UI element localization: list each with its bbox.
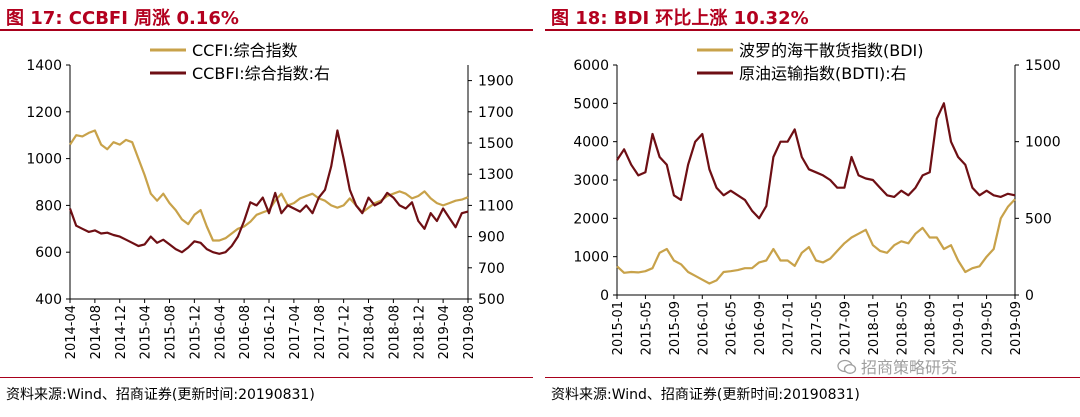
series-line-maroon bbox=[616, 102, 1016, 220]
x-tick-label: 2019-05 bbox=[981, 301, 996, 355]
panel-ccbfi: 图 17: CCBFI 周涨 0.16% 400 600 800 1000 1200 14… bbox=[0, 0, 533, 417]
y-tick-label-right: 1700 bbox=[478, 105, 514, 121]
y-tick-label-right: 500 bbox=[478, 292, 505, 308]
y-tick-label-left: 6000 bbox=[573, 58, 609, 74]
x-tick-label: 2014-12 bbox=[114, 305, 129, 359]
y-tick-label-left: 1000 bbox=[573, 250, 609, 266]
x-tick-label: 2019-04 bbox=[437, 305, 452, 359]
source-note: 资料来源:Wind、招商证券(更新时间:20190831) bbox=[6, 387, 315, 403]
y-tick-label-left: 600 bbox=[35, 245, 62, 261]
x-tick-label: 2019-09 bbox=[1009, 301, 1024, 355]
y-tick-label-left: 3000 bbox=[573, 173, 609, 189]
x-tick-label: 2014-08 bbox=[89, 305, 104, 359]
x-tick-label: 2015-12 bbox=[188, 305, 203, 359]
source-note: 资料来源:Wind、招商证券(更新时间:20190831) bbox=[551, 387, 860, 403]
source-rule bbox=[545, 377, 1080, 378]
y-tick-label-left: 1200 bbox=[26, 105, 62, 121]
y-tick-label-right: 1300 bbox=[478, 167, 514, 183]
bdi-chart: 0 1000 2000 3000 4000 5000 6000 0 500 1000 1500 201… bbox=[573, 41, 1061, 355]
x-tick-label: 2017-04 bbox=[288, 305, 303, 359]
x-tick-label: 2017-12 bbox=[338, 305, 353, 359]
x-tick-label: 2016-01 bbox=[696, 301, 711, 355]
x-tick-label: 2014-04 bbox=[64, 305, 79, 359]
legend-label: 波罗的海干散货指数(BDI) bbox=[739, 41, 924, 60]
chart-title-ccbfi: 图 17: CCBFI 周涨 0.16% bbox=[6, 8, 239, 29]
watermark: 招商策略研究 bbox=[837, 354, 957, 378]
x-tick-label: 2015-08 bbox=[164, 305, 179, 359]
x-tick-label: 2017-05 bbox=[810, 301, 825, 355]
x-tick-label: 2017-09 bbox=[838, 301, 853, 355]
y-tick-label-left: 5000 bbox=[573, 96, 609, 112]
x-tick-label: 2017-01 bbox=[782, 301, 797, 355]
y-tick-label-left: 800 bbox=[35, 198, 62, 214]
y-tick-label-left: 2000 bbox=[573, 211, 609, 227]
x-tick-label: 2018-12 bbox=[412, 305, 427, 359]
series-line-maroon bbox=[68, 129, 469, 255]
y-tick-label-left: 4000 bbox=[573, 135, 609, 151]
x-tick-label: 2018-05 bbox=[895, 301, 910, 355]
x-tick-label: 2015-01 bbox=[611, 301, 626, 355]
ccbfi-chart: 400 600 800 1000 1200 1400 500 700 900 1100 1300 15… bbox=[26, 41, 514, 359]
legend-label: CCBFI:综合指数:右 bbox=[192, 64, 330, 83]
y-tick-label-right: 1900 bbox=[478, 74, 514, 90]
y-tick-label-right: 1500 bbox=[478, 136, 514, 152]
panel-bdi: 图 18: BDI 环比上涨 10.32% 0 1000 2000 3000 4000 5… bbox=[545, 0, 1080, 417]
x-tick-label: 2016-05 bbox=[725, 301, 740, 355]
y-tick-label-left: 0 bbox=[600, 288, 609, 304]
title-rule bbox=[545, 29, 1080, 31]
x-tick-label: 2016-09 bbox=[753, 301, 768, 355]
chart-title-bdi: 图 18: BDI 环比上涨 10.32% bbox=[551, 8, 809, 29]
series-line-gold bbox=[69, 129, 469, 242]
title-rule bbox=[0, 29, 533, 31]
legend-label: CCFI:综合指数 bbox=[192, 41, 298, 60]
x-tick-label: 2019-01 bbox=[952, 301, 967, 355]
x-tick-label: 2016-04 bbox=[213, 305, 228, 359]
x-tick-label: 2019-08 bbox=[462, 305, 477, 359]
y-tick-label-right: 1100 bbox=[478, 198, 514, 214]
x-tick-label: 2017-08 bbox=[313, 305, 328, 359]
y-tick-label-left: 400 bbox=[35, 292, 62, 308]
x-tick-label: 2018-09 bbox=[924, 301, 939, 355]
y-tick-label-right: 0 bbox=[1025, 288, 1034, 304]
x-tick-label: 2018-04 bbox=[363, 305, 378, 359]
y-tick-label-left: 1400 bbox=[26, 58, 62, 74]
y-tick-label-left: 1000 bbox=[26, 152, 62, 168]
x-tick-label: 2015-04 bbox=[139, 305, 154, 359]
x-tick-label: 2018-01 bbox=[867, 301, 882, 355]
y-tick-label-right: 700 bbox=[478, 261, 505, 277]
source-rule bbox=[0, 377, 533, 378]
y-tick-label-right: 1500 bbox=[1025, 58, 1061, 74]
y-tick-label-right: 900 bbox=[478, 230, 505, 246]
legend-label: 原油运输指数(BDTI):右 bbox=[739, 64, 907, 83]
x-tick-label: 2016-08 bbox=[238, 305, 253, 359]
x-tick-label: 2016-12 bbox=[263, 305, 278, 359]
x-tick-label: 2015-05 bbox=[639, 301, 654, 355]
y-tick-label-right: 1000 bbox=[1025, 135, 1061, 151]
y-tick-label-right: 500 bbox=[1025, 211, 1052, 227]
watermark-text: 招商策略研究 bbox=[861, 358, 958, 377]
wechat-icon bbox=[837, 359, 857, 374]
series-line-gold bbox=[616, 198, 1016, 285]
x-tick-label: 2018-08 bbox=[387, 305, 402, 359]
x-tick-label: 2015-09 bbox=[668, 301, 683, 355]
